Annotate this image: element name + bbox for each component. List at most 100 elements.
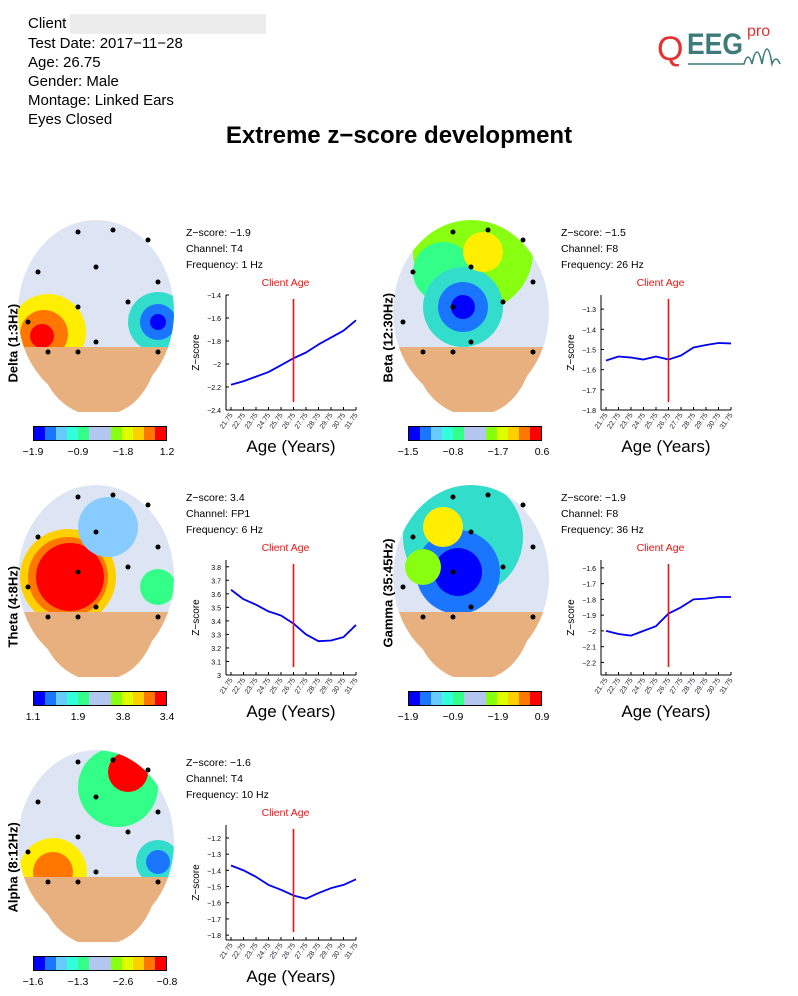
electrode-dot	[125, 829, 131, 835]
client-age: Age: 26.75	[28, 54, 101, 72]
electrode-dot	[75, 349, 81, 355]
y-tick-label: −1.2	[207, 836, 221, 843]
colorbar-segment	[409, 427, 420, 440]
colorbar-segment	[497, 692, 508, 705]
zscore-line-chart: −1.8−1.7−1.6−1.5−1.4−1.321.7522.7523.752…	[566, 277, 735, 456]
electrode-dot	[125, 564, 131, 570]
logo-pro: pro	[747, 23, 770, 40]
colorbar-segment	[519, 692, 530, 705]
electrode-dot	[93, 869, 99, 875]
head-topomap	[18, 485, 174, 677]
x-axis-label: Age (Years)	[246, 967, 335, 986]
electrode-dot	[93, 339, 99, 345]
colorbar-label: −1.9	[22, 446, 44, 458]
logo-q: Q	[657, 30, 683, 68]
colorbar-segment	[45, 957, 56, 970]
electrode-dot	[530, 614, 536, 620]
electrode-dot	[450, 304, 456, 310]
colorbar-label: −1.3	[67, 976, 89, 988]
channel-info: Z−score: 3.4 Channel: FP1 Frequency: 6 Hz	[186, 490, 263, 538]
electrode-dot	[155, 879, 161, 885]
y-tick-label: 3.8	[211, 565, 221, 572]
x-tick-label: 31.75	[719, 677, 735, 695]
electrode-dot	[93, 529, 99, 535]
colorbar-segment	[100, 957, 111, 970]
y-tick-label: 3.5	[211, 605, 221, 612]
x-tick-label: 31.75	[719, 412, 735, 430]
gender: Gender: Male	[28, 73, 119, 91]
electrode-dot	[155, 544, 161, 550]
colorbar-segment	[133, 957, 144, 970]
y-tick-label: −1.8	[582, 597, 596, 604]
y-tick-label: −2	[588, 629, 596, 636]
colorbar-segment	[89, 427, 100, 440]
colorbar-segment	[475, 692, 486, 705]
electrode-dot	[520, 502, 526, 508]
colorbar-segment	[78, 427, 89, 440]
channel-info: Z−score: −1.9 Channel: F8 Frequency: 36 Hz	[561, 490, 644, 538]
electrode-dot	[485, 492, 491, 498]
electrode-dot	[155, 809, 161, 815]
colorbar-segment	[420, 427, 431, 440]
colorbar-segment	[431, 427, 442, 440]
electrode-dot	[75, 304, 81, 310]
channel-info: Z−score: −1.6 Channel: T4 Frequency: 10 Hz	[186, 755, 269, 803]
y-tick-label: −1.4	[207, 868, 221, 875]
electrode-dot	[500, 299, 506, 305]
channel-text: Channel: T4	[186, 773, 244, 785]
colorbar-segment	[100, 427, 111, 440]
client-info: Client Test Date: 2017−11−28 Age: 26.75 …	[28, 14, 267, 129]
electrode-dot	[530, 279, 536, 285]
electrode-dot	[75, 614, 81, 620]
zscore-text: Z−score: −1.6	[186, 757, 251, 769]
colorbar-label: 1.2	[159, 446, 175, 458]
band-panel-alpha: Alpha (8:12Hz) −1.6 −1.3 −2.6 −0.8 Z−score: −…	[0, 750, 375, 996]
colorbar-label: −2.6	[112, 976, 134, 988]
colorbar-segment	[155, 957, 166, 970]
band-panel-delta: Delta (1:3Hz) −1.9 −0.9 −1.8 1.2 Z−score: −1.…	[0, 220, 375, 485]
colorbar-label: −1.9	[397, 711, 419, 723]
colorbar-segment	[530, 692, 541, 705]
electrode-dot	[125, 299, 131, 305]
electrode-dot	[500, 564, 506, 570]
frequency-text: Frequency: 1 Hz	[186, 259, 264, 271]
colorbar-segment	[464, 427, 475, 440]
colorbar-label: −0.9	[67, 446, 89, 458]
y-tick-label: −1.6	[582, 566, 596, 573]
colorbar-segment	[45, 427, 56, 440]
colorbar-segment	[508, 692, 519, 705]
electrode-dot	[93, 604, 99, 610]
electrode-dot	[468, 339, 474, 345]
y-tick-label: 3	[217, 673, 221, 680]
colorbar-segment	[475, 427, 486, 440]
colorbar-label: 0.9	[534, 711, 550, 723]
electrode-dot	[25, 319, 31, 325]
colorbar-segment	[144, 957, 155, 970]
y-tick-label: −1.8	[582, 408, 596, 415]
colorbar-segment	[67, 957, 78, 970]
y-tick-label: −2.4	[207, 408, 221, 415]
colorbar-segment	[530, 427, 541, 440]
client-label: Client	[28, 15, 67, 32]
colorbar-label: 3.4	[159, 711, 175, 723]
y-tick-label: −1.3	[207, 852, 221, 859]
electrode-dot	[35, 269, 41, 275]
colorbar	[408, 691, 542, 706]
electrode-dot	[410, 534, 416, 540]
electrode-dot	[468, 604, 474, 610]
electrode-dot	[155, 614, 161, 620]
colorbar-segment	[34, 957, 45, 970]
colorbar-label: 3.8	[115, 711, 131, 723]
electrode-dot	[110, 492, 116, 498]
y-tick-label: −1.6	[582, 368, 596, 375]
colorbar-label: −1.5	[397, 446, 419, 458]
electrode-dot	[420, 614, 426, 620]
head-topomap	[18, 220, 174, 412]
montage: Montage: Linked Ears	[28, 92, 174, 110]
electrode-dot	[410, 269, 416, 275]
frequency-text: Frequency: 6 Hz	[186, 524, 264, 536]
electrode-dot	[450, 569, 456, 575]
channel-text: Channel: F8	[561, 508, 619, 520]
electrode-dot	[93, 264, 99, 270]
colorbar-label: −0.9	[442, 711, 464, 723]
